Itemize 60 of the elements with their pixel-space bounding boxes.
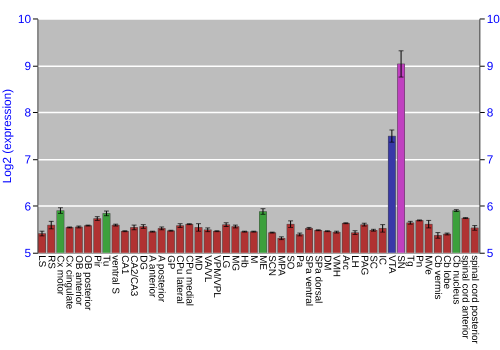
x-tick-label: OB anterior [72, 255, 84, 306]
y-tick-label: 8 [24, 106, 32, 120]
x-tick-label: SN [395, 255, 406, 269]
y2-tick-label: 7 [486, 152, 494, 166]
x-tick-label: Pa [294, 255, 305, 268]
x-tick-label: Tg [404, 255, 416, 267]
x-tick-label: M [248, 255, 259, 264]
x-tick-label: ventral S [110, 255, 121, 294]
x-tick-label: A posterior [156, 255, 167, 303]
x-tick-label: spinal cord anterior [460, 255, 471, 340]
x-tick-label: Cx motor [54, 255, 66, 296]
x-tick-label: VTA [386, 255, 397, 274]
y2-tick-label: 6 [486, 199, 494, 214]
x-tick-label: spinal cord posterior [468, 255, 480, 344]
x-tick-label: SCN [266, 255, 278, 276]
x-tick-label: LS [36, 255, 48, 268]
x-tick-label: Tu [100, 255, 112, 266]
x-tick-label: SPa dorsal [312, 255, 324, 304]
x-tick-label: LH [349, 255, 360, 268]
x-tick-label: CPu medial [183, 255, 194, 306]
x-tick-label: Cb nucleus [450, 255, 462, 304]
x-tick-label: Hb [238, 255, 250, 268]
x-tick-label: SC [368, 255, 378, 269]
x-tick-label: MPA [275, 255, 286, 276]
x-tick-label: CA2/CA3 [128, 255, 140, 297]
y2-tick-label: 10 [486, 12, 500, 26]
x-tick-label: IC [376, 255, 388, 266]
x-tick-label: LG [220, 255, 232, 268]
x-tick-label: GP [164, 255, 176, 270]
x-tick-label: MVe [422, 255, 434, 276]
x-tick-label: ME [257, 255, 268, 270]
x-tick-label: A anterior [146, 255, 158, 298]
x-tick-label: CPu lateral [174, 255, 186, 304]
x-tick-label: SO [284, 255, 296, 270]
x-tick-label: CA1 [118, 255, 130, 274]
x-tick-label: SPa ventral [303, 255, 314, 306]
x-tick-label: VMH [330, 255, 342, 278]
x-tick-label: Pir [91, 255, 102, 268]
x-tick-label: PAG [358, 255, 370, 276]
x-tick-label: Cb vermis [432, 255, 443, 300]
y-axis-title: Log2 (expression) [0, 88, 14, 184]
y-tick-label: 10 [18, 12, 32, 26]
x-tick-label: MD [192, 255, 204, 270]
x-tick-label: RS [45, 255, 56, 270]
x-tick-label: DG [137, 255, 148, 270]
x-tick-label: VA/VL [202, 255, 213, 283]
x-tick-label: Arc [340, 255, 351, 270]
x-tick-label: MG [229, 255, 240, 272]
y-tick-label: 7 [24, 152, 32, 166]
y2-tick-label: 5 [486, 246, 494, 260]
y2-tick-label: 9 [486, 58, 494, 73]
x-tick-label: DM [321, 255, 332, 270]
x-tick-label: Cb lobe [441, 255, 452, 290]
y2-tick-label: 8 [486, 106, 494, 120]
y-tick-label: 6 [24, 199, 32, 214]
y-tick-label: 5 [24, 246, 32, 260]
y-tick-label: 9 [24, 58, 32, 73]
x-tick-label: Cx cingulate [64, 255, 75, 310]
x-tick-label: Pn [414, 255, 425, 268]
x-tick-label: OB posterior [82, 255, 94, 312]
